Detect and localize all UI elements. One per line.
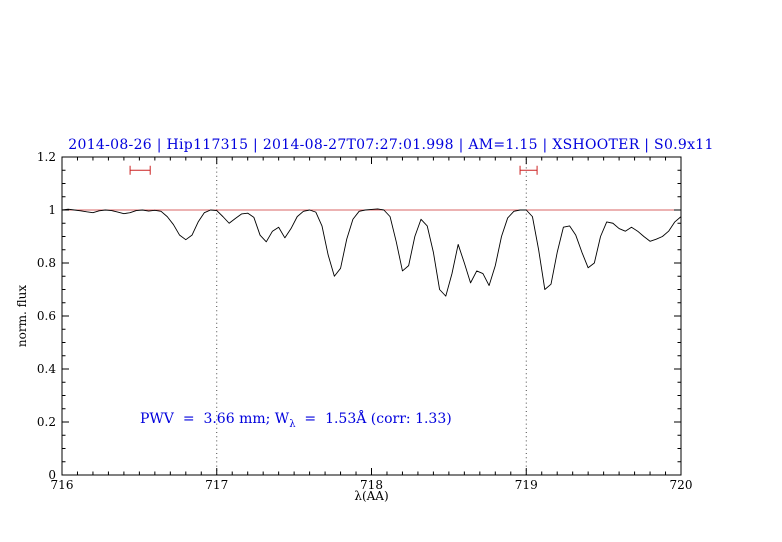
x-tick-label: 719 bbox=[515, 478, 538, 492]
y-tick-label: 0.8 bbox=[37, 256, 56, 270]
pwv-annotation-pre: PWV = 3.66 mm; W bbox=[140, 411, 290, 427]
y-tick-label: 0.2 bbox=[37, 415, 56, 429]
pwv-annotation-sub: λ bbox=[289, 418, 296, 430]
y-tick-label: 1.2 bbox=[37, 150, 56, 164]
x-tick-label: 718 bbox=[360, 478, 383, 492]
y-tick-label: 0.6 bbox=[37, 309, 56, 323]
x-tick-label: 716 bbox=[51, 478, 74, 492]
spectrum-line bbox=[61, 208, 682, 297]
pwv-annotation-post: = 1.53Å (corr: 1.33) bbox=[295, 411, 452, 427]
y-tick-label: 0 bbox=[48, 468, 56, 482]
x-tick-label: 717 bbox=[205, 478, 228, 492]
chart-title: 2014-08-26 | Hip117315 | 2014-08-27T07:2… bbox=[68, 137, 714, 153]
y-tick-label: 1 bbox=[48, 203, 56, 217]
pwv-annotation: PWV = 3.66 mm; Wλ = 1.53Å (corr: 1.33) bbox=[140, 411, 452, 430]
y-tick-label: 0.4 bbox=[37, 362, 56, 376]
x-axis-label: λ(AA) bbox=[354, 489, 389, 503]
x-tick-label: 720 bbox=[670, 478, 693, 492]
